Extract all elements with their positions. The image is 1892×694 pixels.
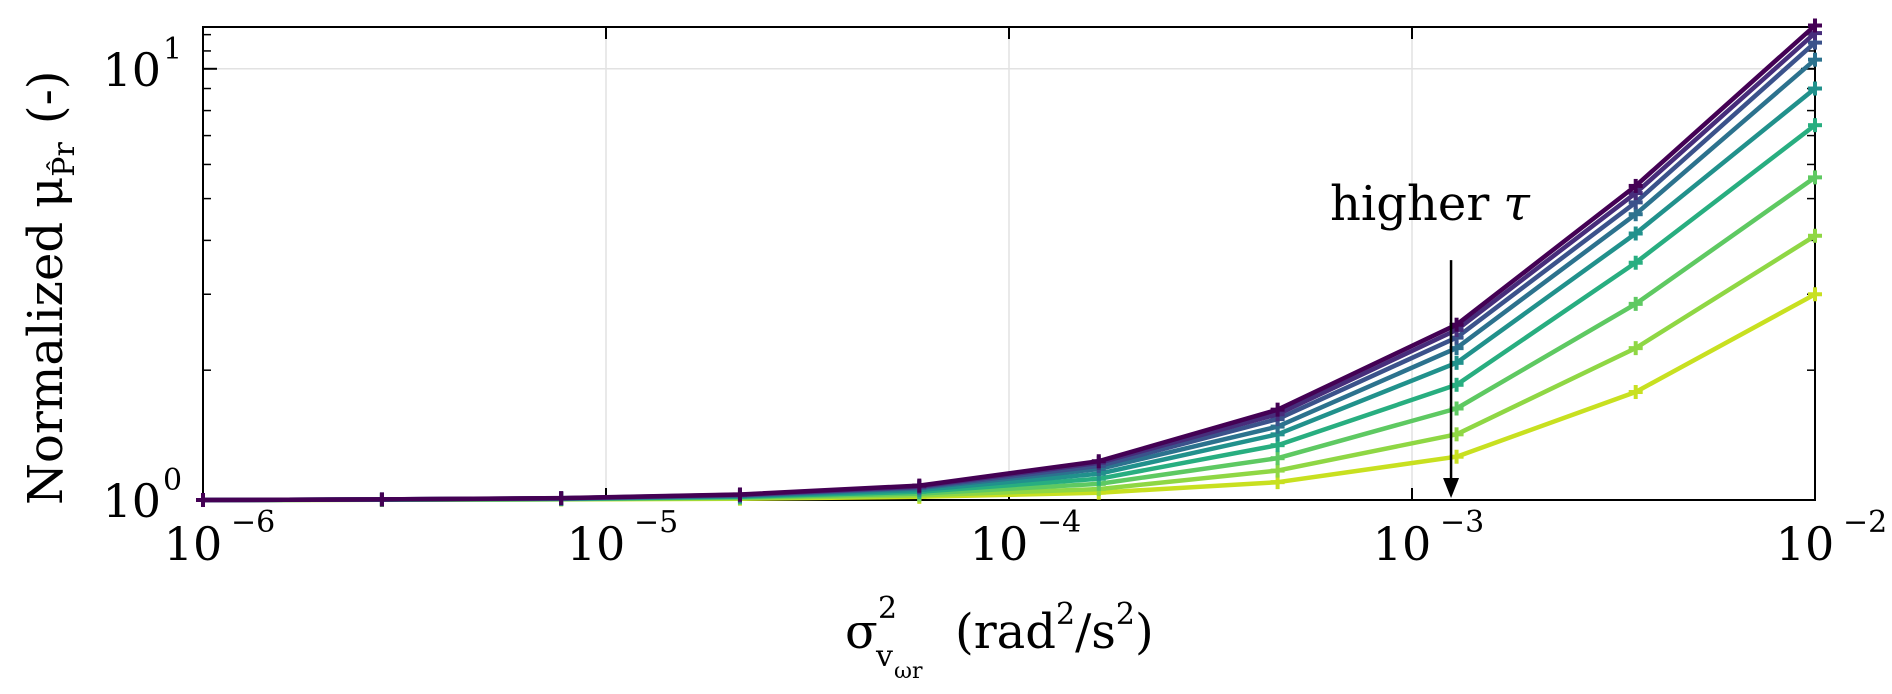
x-tick-label: 10	[1776, 517, 1835, 571]
y-tick-exponent: 1	[163, 32, 182, 67]
data-point	[1808, 228, 1822, 243]
x-tick-label: 10	[567, 517, 626, 571]
x-tick-exponent: −6	[231, 505, 275, 540]
data-point	[1628, 226, 1643, 241]
y-label-prefix: Normalized	[18, 222, 74, 505]
series-layer	[196, 18, 1822, 507]
data-point	[1628, 296, 1643, 311]
x-label-sigma-sup: 2	[878, 591, 897, 626]
x-label-sigma-sub: v	[875, 639, 893, 674]
y-label-units: (-)	[18, 70, 74, 124]
data-point	[554, 491, 569, 506]
series-line	[202, 23, 1817, 503]
y-label-mu: μ	[18, 177, 74, 208]
x-label-sigma: σ	[845, 604, 878, 660]
y-label-mu-sub: P̂r	[47, 142, 82, 177]
data-point	[732, 487, 747, 502]
annotation-text: higher	[1330, 176, 1489, 232]
x-axis-label: σ	[845, 604, 878, 660]
x-label-units-mid: /s	[1075, 604, 1116, 660]
data-point	[1270, 463, 1285, 478]
data-point	[1270, 402, 1285, 417]
data-point	[1628, 385, 1643, 400]
data-point	[1808, 81, 1822, 96]
y-tick-label: 10	[102, 43, 161, 97]
data-point	[1808, 18, 1822, 33]
x-tick-exponent: −5	[634, 505, 678, 540]
data-point	[1628, 178, 1643, 193]
data-point	[1270, 451, 1285, 466]
x-label-units: (rad2/s2)	[955, 597, 1154, 660]
x-label-units-open: (rad	[955, 604, 1056, 660]
data-point	[1808, 118, 1822, 133]
x-tick-exponent: −4	[1037, 505, 1081, 540]
x-label-sigma-subsub: ωr	[894, 659, 923, 684]
data-point	[912, 478, 927, 493]
data-point	[374, 492, 389, 507]
x-label-units-sup1: 2	[1056, 597, 1075, 632]
data-point	[196, 493, 210, 507]
data-point	[1628, 207, 1643, 222]
y-tick-label: 10	[102, 474, 161, 528]
data-point	[1808, 52, 1822, 67]
x-label-units-sup2: 2	[1116, 597, 1135, 632]
annotation-symbol: τ	[1503, 176, 1531, 232]
x-tick-exponent: −2	[1843, 505, 1887, 540]
annotation: higher τ	[1330, 176, 1531, 498]
svg-text:NormalizedμP̂r(-): Normalized μP̂r (-)	[18, 70, 82, 505]
data-point	[1808, 287, 1822, 302]
y-tick-exponent: 0	[163, 463, 182, 498]
x-label-units-close: )	[1135, 604, 1154, 660]
x-tick-exponent: −3	[1440, 505, 1484, 540]
annotation-arrowhead	[1443, 478, 1460, 498]
x-tick-labels: 10 −6 10 −5 10 −4 10 −3 10 −2	[164, 505, 1888, 571]
data-point	[1628, 341, 1643, 356]
y-axis-label: Normalized μP̂r (-)	[18, 70, 82, 505]
x-tick-label: 10	[1373, 517, 1432, 571]
x-tick-label: 10	[970, 517, 1029, 571]
data-point	[1091, 454, 1106, 469]
data-point	[1808, 170, 1822, 185]
series	[196, 18, 1822, 507]
x-tick-label: 10	[164, 517, 223, 571]
data-point	[1628, 255, 1643, 270]
